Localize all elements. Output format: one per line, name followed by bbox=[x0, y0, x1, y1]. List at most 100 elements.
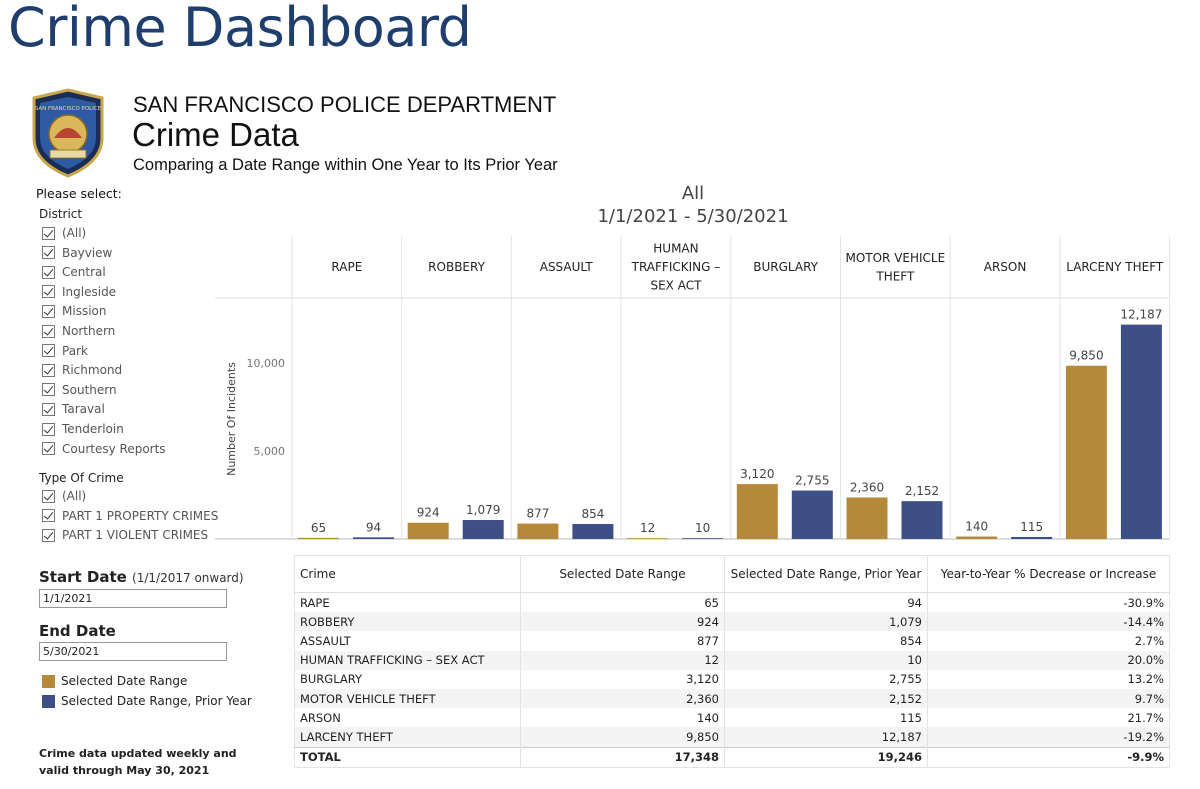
checkbox-checked-icon[interactable] bbox=[42, 344, 55, 358]
logo-text: SAN FRANCISCO POLICE bbox=[35, 106, 102, 112]
start-date-label: Start Date (1/1/2017 onward) bbox=[39, 568, 244, 586]
checkbox-checked-icon[interactable] bbox=[42, 383, 55, 397]
table-cell-value: 10 bbox=[724, 650, 928, 670]
checkbox-checked-icon[interactable] bbox=[42, 402, 55, 416]
district-checkbox-item[interactable]: Central bbox=[42, 263, 106, 281]
crime-type-checkbox-item[interactable]: (All) bbox=[42, 487, 86, 505]
y-tick-label: 5,000 bbox=[254, 445, 286, 458]
table-cell-value: 2,360 bbox=[520, 688, 725, 709]
crime-type-checkbox-label: PART 1 VIOLENT CRIMES bbox=[62, 528, 209, 543]
bar-value-label: 140 bbox=[965, 520, 988, 534]
category-header-label: BURGLARY bbox=[753, 260, 818, 274]
table-cell-crime: ARSON bbox=[294, 708, 521, 728]
district-checkbox-item[interactable]: Southern bbox=[42, 381, 117, 399]
district-checkbox-item[interactable]: Bayview bbox=[42, 244, 112, 262]
district-checkbox-item[interactable]: Taraval bbox=[42, 400, 105, 418]
district-checkbox-item[interactable]: Mission bbox=[42, 302, 106, 320]
table-cell-value: 9.7% bbox=[927, 688, 1170, 709]
district-checkbox-label: Taraval bbox=[62, 402, 105, 417]
table-cell-value: -14.4% bbox=[927, 612, 1170, 632]
table-total-label: TOTAL bbox=[294, 746, 521, 768]
please-select-label: Please select: bbox=[36, 186, 122, 201]
table-cell-crime: RAPE bbox=[294, 592, 521, 613]
legend-label-selected: Selected Date Range bbox=[61, 674, 188, 688]
checkbox-checked-icon[interactable] bbox=[42, 285, 55, 299]
bar-value-label: 2,360 bbox=[850, 480, 884, 494]
crime-type-checkbox-item[interactable]: PART 1 PROPERTY CRIMES bbox=[42, 507, 218, 525]
checkbox-checked-icon[interactable] bbox=[42, 226, 55, 240]
data-update-footnote: Crime data updated weekly and valid thro… bbox=[39, 745, 237, 779]
checkbox-checked-icon[interactable] bbox=[42, 246, 55, 260]
district-checkbox-label: Southern bbox=[62, 382, 117, 397]
table-cell-value: 65 bbox=[520, 592, 725, 613]
checkbox-checked-icon[interactable] bbox=[42, 304, 55, 318]
district-checkbox-label: (All) bbox=[62, 226, 87, 240]
sfpd-badge-logo: SAN FRANCISCO POLICE bbox=[32, 88, 104, 178]
report-title: Crime Data bbox=[132, 116, 299, 153]
bar-selected-1 bbox=[407, 522, 449, 539]
table-cell-value: 115 bbox=[724, 708, 928, 728]
checkbox-checked-icon[interactable] bbox=[42, 324, 55, 338]
table-cell-value: 2,755 bbox=[724, 669, 928, 689]
table-cell-crime: HUMAN TRAFFICKING – SEX ACT bbox=[294, 650, 521, 670]
bar-value-label: 3,120 bbox=[740, 467, 774, 481]
table-cell-value: 854 bbox=[724, 631, 928, 651]
bar-prior-0 bbox=[353, 537, 394, 539]
footnote-line-2: valid through May 30, 2021 bbox=[39, 764, 210, 777]
table-cell-value: 9,850 bbox=[520, 727, 725, 747]
checkbox-checked-icon[interactable] bbox=[42, 363, 55, 377]
crime-type-filter-label: Type Of Crime bbox=[39, 471, 124, 485]
bar-value-label: 12 bbox=[640, 521, 655, 535]
district-checkbox-item[interactable]: Tenderloin bbox=[42, 420, 124, 438]
category-header-label: SEX ACT bbox=[650, 279, 702, 293]
category-header-label: ASSAULT bbox=[540, 260, 594, 274]
bar-selected-0 bbox=[298, 537, 339, 539]
table-cell-value: 2.7% bbox=[927, 631, 1170, 651]
footnote-line-1: Crime data updated weekly and bbox=[39, 747, 237, 760]
district-checkbox-item[interactable]: Richmond bbox=[42, 361, 122, 379]
table-row: BURGLARY 3,120 2,755 13.2% bbox=[294, 669, 1170, 689]
bar-selected-6 bbox=[956, 536, 998, 539]
checkbox-checked-icon[interactable] bbox=[42, 442, 55, 456]
bar-value-label: 2,152 bbox=[905, 484, 939, 498]
crime-type-checkbox-item[interactable]: PART 1 VIOLENT CRIMES bbox=[42, 526, 208, 544]
table-row: ROBBERY 924 1,079 -14.4% bbox=[294, 612, 1170, 632]
table-cell-crime: ROBBERY bbox=[294, 612, 521, 632]
legend-swatch-selected bbox=[42, 674, 55, 688]
bar-selected-2 bbox=[517, 523, 559, 539]
checkbox-checked-icon[interactable] bbox=[42, 509, 55, 523]
crime-type-checkbox-label: (All) bbox=[62, 489, 87, 503]
y-tick-label: 10,000 bbox=[247, 357, 286, 370]
table-cell-crime: BURGLARY bbox=[294, 669, 521, 689]
crime-type-checkbox-label: PART 1 PROPERTY CRIMES bbox=[62, 508, 219, 523]
bar-prior-1 bbox=[462, 520, 504, 539]
bar-selected-5 bbox=[846, 497, 888, 539]
bar-value-label: 9,850 bbox=[1069, 349, 1103, 363]
bar-value-label: 115 bbox=[1020, 520, 1043, 534]
checkbox-checked-icon[interactable] bbox=[42, 489, 55, 503]
y-axis-label: Number Of Incidents bbox=[225, 362, 238, 476]
district-checkbox-item[interactable]: Northern bbox=[42, 322, 115, 340]
table-cell-value: 1,079 bbox=[724, 612, 928, 632]
bar-prior-4 bbox=[791, 490, 833, 539]
bar-value-label: 94 bbox=[366, 520, 381, 534]
district-checkbox-item[interactable]: Courtesy Reports bbox=[42, 440, 166, 458]
start-date-hint: (1/1/2017 onward) bbox=[132, 571, 244, 585]
table-row: RAPE 65 94 -30.9% bbox=[294, 592, 1170, 613]
checkbox-checked-icon[interactable] bbox=[42, 422, 55, 436]
checkbox-checked-icon[interactable] bbox=[42, 265, 55, 279]
district-checkbox-label: Tenderloin bbox=[62, 422, 124, 436]
end-date-input[interactable] bbox=[39, 642, 227, 661]
district-checkbox-item[interactable]: Park bbox=[42, 342, 88, 360]
chart-subtitle: 1/1/2021 - 5/30/2021 bbox=[597, 206, 788, 227]
bar-value-label: 65 bbox=[311, 521, 326, 535]
district-checkbox-label: Ingleside bbox=[62, 284, 117, 299]
bar-value-label: 1,079 bbox=[466, 503, 500, 517]
start-date-input[interactable] bbox=[39, 589, 227, 608]
table-row: ASSAULT 877 854 2.7% bbox=[294, 631, 1170, 651]
district-checkbox-item[interactable]: (All) bbox=[42, 224, 86, 242]
checkbox-checked-icon[interactable] bbox=[42, 528, 55, 542]
district-checkbox-item[interactable]: Ingleside bbox=[42, 283, 116, 301]
bar-prior-5 bbox=[901, 501, 943, 539]
category-header-label: TRAFFICKING – bbox=[631, 260, 721, 274]
